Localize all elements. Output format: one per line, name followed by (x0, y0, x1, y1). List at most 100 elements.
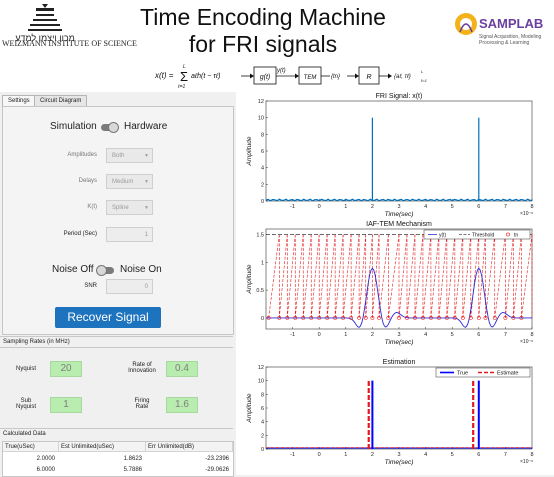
chart2-y-tick-label: 1.5 (256, 233, 264, 239)
chart2-firing-marker (285, 315, 290, 320)
chart2-integrator-ramp (406, 234, 416, 318)
chart1-y-tick-label: 6 (261, 149, 264, 155)
chart2-integrator-ramp (294, 234, 304, 318)
chart1-x-tick-label: 1 (344, 204, 347, 210)
chart1-x-tick-label: 2 (371, 204, 374, 210)
column-header[interactable]: Est Unlimited(uSec) (59, 442, 146, 452)
innovation-value: 0.4 (166, 361, 198, 377)
chevron-down-icon: ▼ (144, 205, 149, 211)
chart1-y-axis-label: Amplitude (246, 136, 253, 166)
chart2-legend-label-tn: tn (514, 233, 518, 239)
table-cell: -23.2396 (205, 456, 229, 462)
chart3-legend-label-estimate: Estimate (497, 371, 518, 377)
delays-value: Medium (112, 179, 134, 185)
chart2-integrator-ramp (358, 234, 367, 318)
divider (0, 347, 233, 348)
nyquist-label: Nyquist (15, 366, 36, 372)
chart2-firing-marker (386, 315, 391, 320)
kernel-dropdown[interactable]: Spline ▼ (106, 200, 153, 215)
chart2-firing-marker (309, 315, 314, 320)
chart2-y-axis-label: Amplitude (246, 264, 253, 294)
signal-label: x(t) = (154, 71, 174, 80)
calculated-data-table: True(uSec) Est Unlimited(uSec) Err Unlim… (2, 441, 234, 477)
chart2-x-tick-label: 1 (344, 332, 347, 338)
noise-on-label: Noise On (120, 264, 162, 275)
chart2-integrator-ramp (505, 234, 514, 318)
chart2-firing-marker (452, 315, 457, 320)
noise-toggle[interactable] (96, 265, 114, 276)
chart2-x-tick-label: 2 (371, 332, 374, 338)
chart3-x-tick-label: 8 (530, 452, 533, 458)
sum-term: aℓh(t − τℓ) (191, 73, 221, 80)
period-label: Period (Sec) (63, 231, 97, 237)
chart1-x-tick-label: 3 (397, 204, 400, 210)
page-title: Time Encoding Machine for FRI signals (128, 4, 398, 58)
chart2-firing-marker (503, 315, 508, 320)
chart3-x-tick-label: 6 (477, 452, 480, 458)
chart3-x-tick-label: 2 (371, 452, 374, 458)
chart1-y-tick-label: 0 (261, 199, 264, 205)
chart2-integrator-ramp (326, 234, 336, 318)
firing-rate-value: 1.6 (166, 397, 198, 413)
innovation-label-line-1: Rate of (132, 362, 152, 368)
chart2-integrator-ramp (268, 234, 280, 318)
chart1-x-exponent: ×10⁻⁶ (520, 211, 533, 217)
chart2-y-t-line (266, 267, 532, 328)
chart2-y-tick-label: 0.5 (256, 288, 264, 294)
chart2-integrator-ramp (513, 234, 522, 318)
chart2-firing-marker (405, 315, 409, 320)
table-cell: 6.0000 (36, 467, 55, 473)
mode-toggle[interactable] (101, 122, 119, 133)
filter-block: g(t) (260, 74, 271, 81)
chart2-firing-marker (413, 315, 417, 320)
kernel-value: Spline (112, 205, 129, 211)
chart3-x-tick-label: 0 (318, 452, 321, 458)
chart2-y-tick-label: 1 (261, 260, 264, 266)
chart2-x-tick-label: 5 (451, 332, 454, 338)
chart2-integrator-ramp (318, 234, 328, 318)
chart1-y-tick-label: 10 (258, 116, 264, 122)
firing-rate-label-line-1: Firing (134, 398, 150, 404)
chart2-firing-marker (317, 315, 322, 320)
table-cell: 5.7886 (123, 467, 142, 473)
chart2-x-tick-label: 8 (530, 332, 533, 338)
sampling-rates-title: Sampling Rates (in MHz) (3, 339, 70, 345)
snr-input[interactable]: 0 (106, 279, 153, 294)
amplitudes-label: Amplitudes (67, 152, 97, 158)
chart2-firing-marker (460, 315, 465, 320)
chart2-integrator-ramp (414, 234, 424, 318)
tem-output: {tn} (331, 74, 340, 80)
chart2-integrator-ramp (438, 234, 448, 318)
noise-toggle-knob (96, 265, 107, 276)
delays-dropdown[interactable]: Medium ▼ (106, 174, 153, 189)
chart2-legend-label-y: y(t) (439, 233, 447, 239)
chart2-integrator-ramp (302, 234, 312, 318)
period-input[interactable]: 1 (106, 227, 153, 242)
amplitudes-dropdown[interactable]: Both ▼ (106, 148, 153, 163)
chart2-firing-marker (357, 315, 362, 320)
tab-circuit-diagram[interactable]: Circuit Diagram (34, 95, 88, 107)
chart2-x-tick-label: 7 (504, 332, 507, 338)
chart1-y-tick-label: 4 (261, 166, 264, 172)
chart2-legend-swatch-tn (506, 232, 510, 237)
recover-signal-button[interactable]: Recover Signal (55, 307, 161, 328)
chart2-x-tick-label: -1 (290, 332, 295, 338)
mode-toggle-knob (108, 122, 119, 133)
firing-rate-label: Firing Rate (122, 398, 162, 410)
mode-simulation-label: Simulation (50, 121, 97, 132)
chart2-firing-marker (511, 315, 516, 320)
column-header[interactable]: Err Unlimited(dB) (146, 442, 233, 452)
chart2-firing-marker (483, 315, 488, 320)
chart3-y-tick-label: 10 (258, 379, 264, 385)
block-diagram: x(t) = L ℓ=1 Σ aℓh(t − τℓ) g(t) y(t) TEM… (154, 64, 427, 90)
chart2-integrator-ramp (398, 234, 408, 318)
column-header[interactable]: True(uSec) (3, 442, 59, 452)
chart2-x-tick-label: 6 (477, 332, 480, 338)
innovation-label-line-2: Innovation (128, 368, 156, 374)
chart1-x-tick-label: 8 (530, 204, 533, 210)
institute-name: WEIZMANN INSTITUTE OF SCIENCE (2, 39, 137, 48)
chart2-firing-marker (370, 315, 375, 320)
chart1-x-tick-label: 0 (318, 204, 321, 210)
lab-name: SAMPLAB (479, 16, 543, 31)
chart2-integrator-ramp (422, 234, 432, 318)
